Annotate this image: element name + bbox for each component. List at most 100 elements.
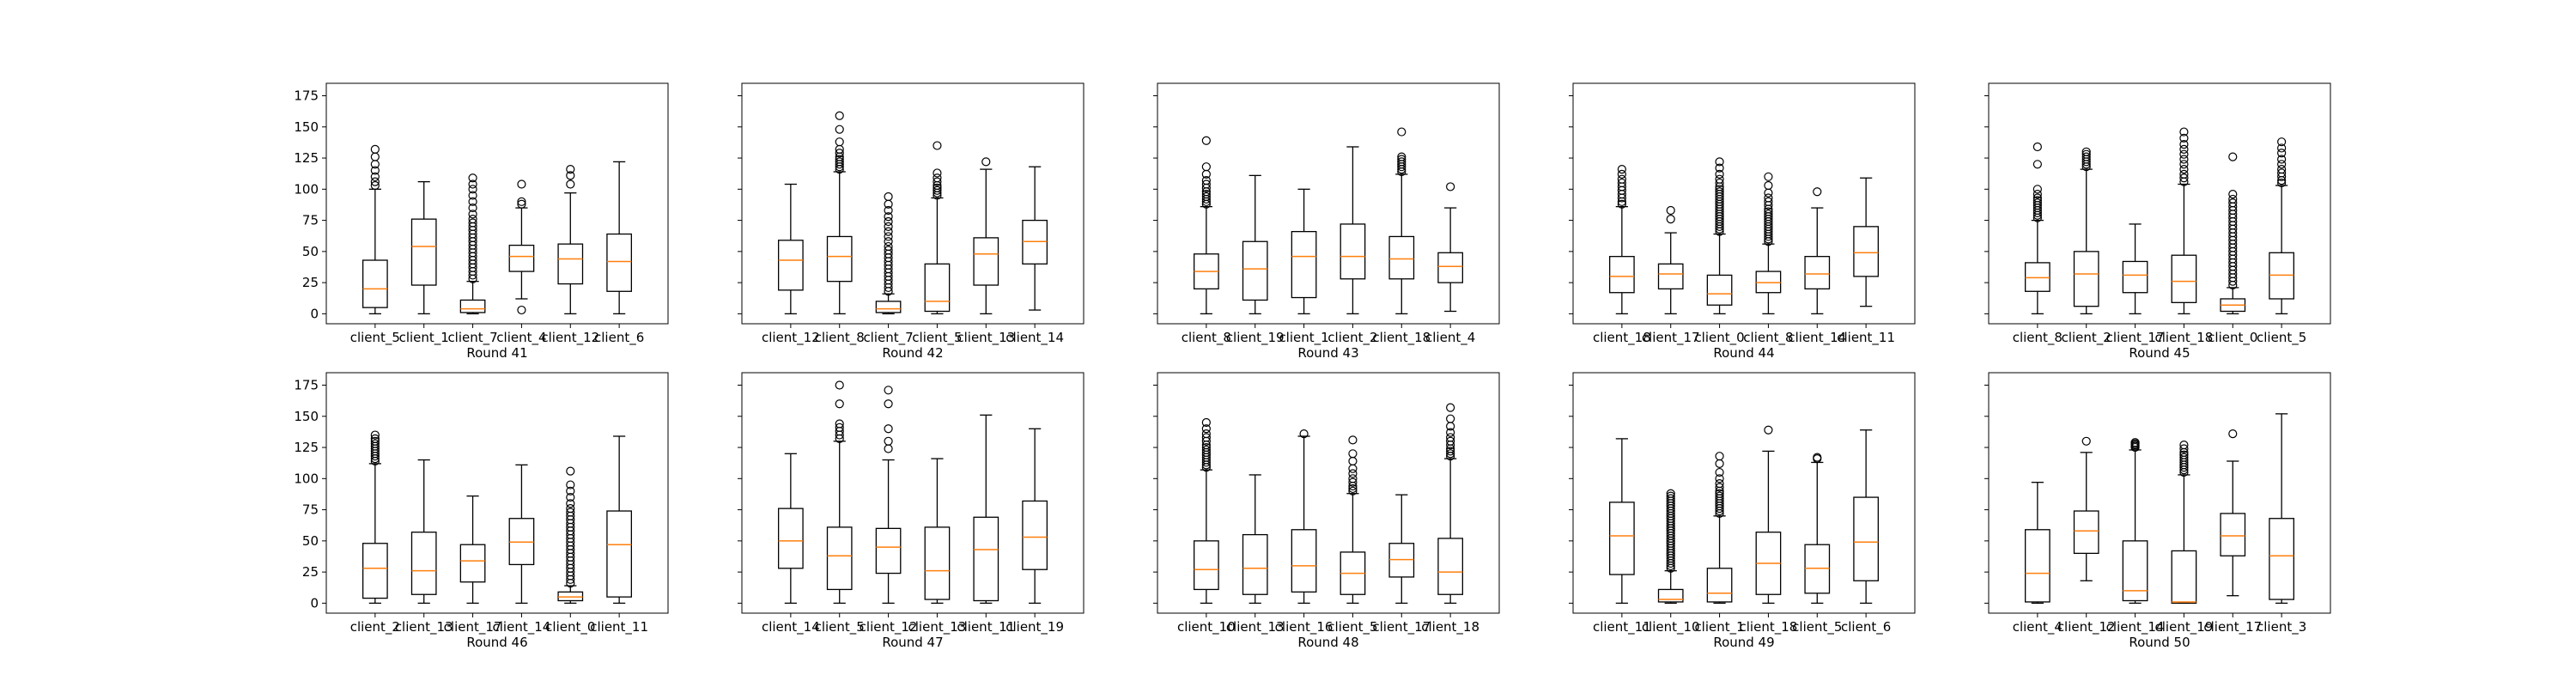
outlier-point	[2228, 194, 2238, 204]
outlier-point	[1446, 436, 1455, 446]
x-tick-label: client_11	[1837, 330, 1895, 346]
outlier-point	[1666, 205, 1675, 216]
x-tick-label: client_17	[444, 619, 502, 635]
iqr-box	[606, 510, 633, 598]
round-label: Round 44	[1713, 345, 1774, 361]
box-client_17: client_17	[1372, 494, 1431, 635]
outlier-point	[2032, 198, 2042, 208]
box-client_16: client_16	[1275, 429, 1333, 635]
iqr-box	[2171, 254, 2197, 303]
outlier-point	[517, 197, 526, 206]
round-label: Round 45	[2129, 345, 2190, 361]
outlier-point	[1348, 477, 1358, 487]
box-client_7: client_7	[863, 192, 914, 346]
iqr-box	[1291, 230, 1317, 299]
x-tick-label: client_11	[957, 619, 1015, 635]
x-tick-label: client_4	[1425, 330, 1475, 346]
iqr-box	[1657, 263, 1684, 290]
box-client_10: client_10	[1642, 489, 1700, 635]
box-client_3: client_3	[2257, 413, 2306, 635]
outlier-point	[1617, 178, 1626, 188]
outlier-point	[1715, 452, 1724, 461]
outlier-point	[933, 183, 942, 192]
x-tick-label: client_13	[908, 619, 967, 635]
box-client_6: client_6	[1841, 429, 1891, 635]
iqr-box	[2073, 510, 2099, 555]
outlier-point	[1446, 414, 1455, 423]
box-client_6: client_6	[594, 161, 644, 346]
box-client_8: client_8	[815, 111, 865, 346]
outlier-point	[370, 144, 380, 154]
box-client_14: client_14	[1788, 187, 1846, 346]
outlier-point	[1715, 489, 1724, 498]
outlier-point	[2179, 155, 2189, 164]
x-tick-label: client_19	[1226, 330, 1285, 346]
outlier-point	[517, 179, 526, 189]
outlier-point	[517, 305, 526, 315]
outlier-point	[1813, 187, 1822, 197]
outlier-point	[370, 439, 380, 448]
outlier-point	[1617, 174, 1626, 184]
outlier-point	[1201, 162, 1211, 172]
axes-frame	[325, 82, 669, 325]
x-tick-label: client_5	[815, 619, 865, 635]
outlier-point	[884, 205, 893, 216]
outlier-point	[1201, 179, 1211, 189]
outlier-point	[1715, 467, 1724, 477]
iqr-box	[875, 301, 902, 313]
x-tick-label: client_14	[762, 619, 820, 635]
outlier-point	[2277, 143, 2287, 153]
subplot-round-5: client_8client_2client_17client_18client…	[1984, 82, 2331, 361]
outlier-point	[1715, 178, 1724, 188]
x-tick-label: client_18	[1372, 330, 1431, 346]
outlier-point	[566, 499, 575, 508]
box-client_11: client_11	[590, 435, 648, 635]
subplot-round-7: client_14client_5client_12client_13clien…	[738, 372, 1084, 650]
x-tick-label: client_17	[2203, 619, 2262, 635]
iqr-box	[973, 516, 999, 602]
outlier-point	[2032, 160, 2042, 169]
outlier-point	[1348, 474, 1358, 483]
outlier-point	[370, 436, 380, 446]
outlier-point	[2179, 139, 2189, 149]
outlier-point	[835, 149, 844, 158]
box-client_12: client_12	[860, 386, 917, 635]
outlier-point	[884, 386, 893, 395]
outlier-point	[2032, 190, 2042, 199]
box-client_1: client_1	[399, 180, 449, 346]
x-tick-label: client_1	[399, 330, 449, 346]
outlier-point	[566, 492, 575, 502]
outlier-point	[1201, 136, 1211, 145]
y-tick-label: 50	[302, 244, 319, 259]
box-client_0: client_0	[545, 466, 595, 635]
y-tick-label: 175	[294, 378, 319, 393]
outlier-point	[2228, 429, 2238, 439]
outlier-point	[2228, 190, 2238, 199]
x-tick-label: client_1	[1694, 619, 1744, 635]
iqr-box	[361, 543, 388, 599]
box-client_13: client_13	[1226, 474, 1285, 635]
box-client_19: client_19	[2155, 441, 2213, 635]
iqr-box	[410, 532, 437, 595]
outlier-point	[2179, 453, 2189, 462]
outlier-point	[1666, 494, 1675, 503]
y-tick-label: 75	[302, 213, 319, 228]
y-tick-label: 150	[294, 119, 319, 135]
y-tick-label: 25	[302, 275, 319, 290]
box-client_13: client_13	[395, 459, 453, 635]
x-tick-label: client_2	[2062, 330, 2111, 346]
outlier-point	[370, 430, 380, 440]
axes-frame	[741, 372, 1084, 614]
outlier-point	[370, 177, 380, 186]
outlier-point	[468, 179, 477, 189]
iqr-box	[606, 233, 633, 292]
box-client_12: client_12	[2057, 436, 2116, 635]
outlier-point	[884, 222, 893, 231]
outlier-point	[2277, 165, 2287, 174]
outlier-point	[2179, 127, 2189, 137]
iqr-box	[2073, 251, 2099, 307]
x-tick-label: client_10	[1177, 619, 1236, 635]
outlier-point	[1715, 157, 1724, 167]
outlier-point	[566, 165, 575, 174]
outlier-point	[933, 141, 942, 150]
